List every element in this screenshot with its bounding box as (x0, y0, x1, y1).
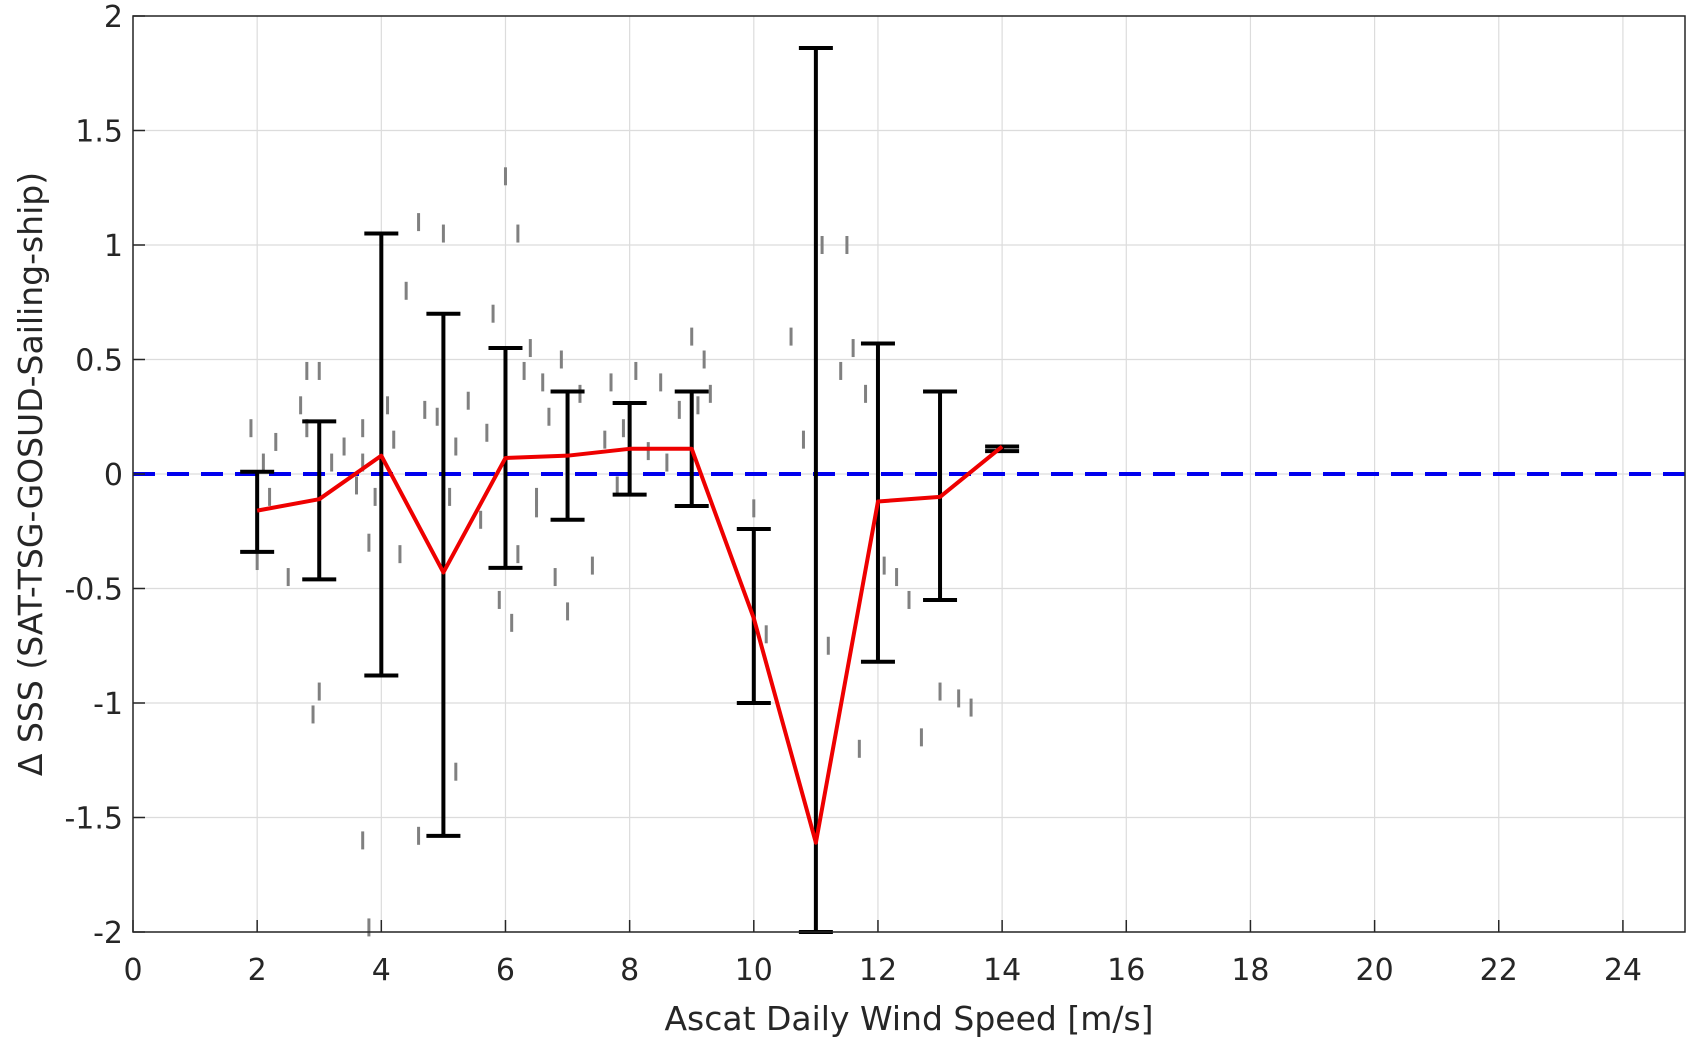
y-tick-label: 0 (104, 458, 123, 493)
x-tick-label: 18 (1231, 953, 1269, 988)
x-tick-label: 16 (1107, 953, 1145, 988)
x-tick-labels: 0 2 4 6 8 10 12 14 16 18 20 22 24 (123, 920, 1642, 988)
x-tick-label: 4 (372, 953, 391, 988)
y-tick-label: -1.5 (64, 802, 123, 837)
mean-series-line (256, 444, 1004, 845)
x-tick-label: 2 (248, 953, 267, 988)
y-tick-label: -2 (93, 916, 123, 951)
x-tick-label: 22 (1480, 953, 1518, 988)
x-tick-label: 24 (1604, 953, 1642, 988)
x-axis-label: Ascat Daily Wind Speed [m/s] (664, 999, 1153, 1038)
x-tick-label: 14 (983, 953, 1021, 988)
x-tick-label: 6 (496, 953, 515, 988)
scatter-points (249, 167, 973, 937)
y-axis-label: Δ SSS (SAT-TSG-GOSUD-Sailing-ship) (11, 172, 50, 776)
mean-line (256, 444, 1004, 845)
y-tick-label: -0.5 (64, 573, 123, 608)
y-tick-label: 1.5 (75, 115, 123, 150)
x-tick-label: 10 (735, 953, 773, 988)
y-tick-label: -1 (93, 687, 123, 722)
y-tick-label: 1 (104, 229, 123, 264)
x-tick-label: 0 (123, 953, 142, 988)
y-tick-labels: 2 1.5 1 0.5 0 -0.5 -1 -1.5 -2 (64, 0, 145, 951)
x-tick-label: 8 (620, 953, 639, 988)
x-tick-label: 20 (1356, 953, 1394, 988)
y-tick-label: 0.5 (75, 344, 123, 379)
y-tick-label: 2 (104, 0, 123, 35)
x-tick-label: 12 (859, 953, 897, 988)
